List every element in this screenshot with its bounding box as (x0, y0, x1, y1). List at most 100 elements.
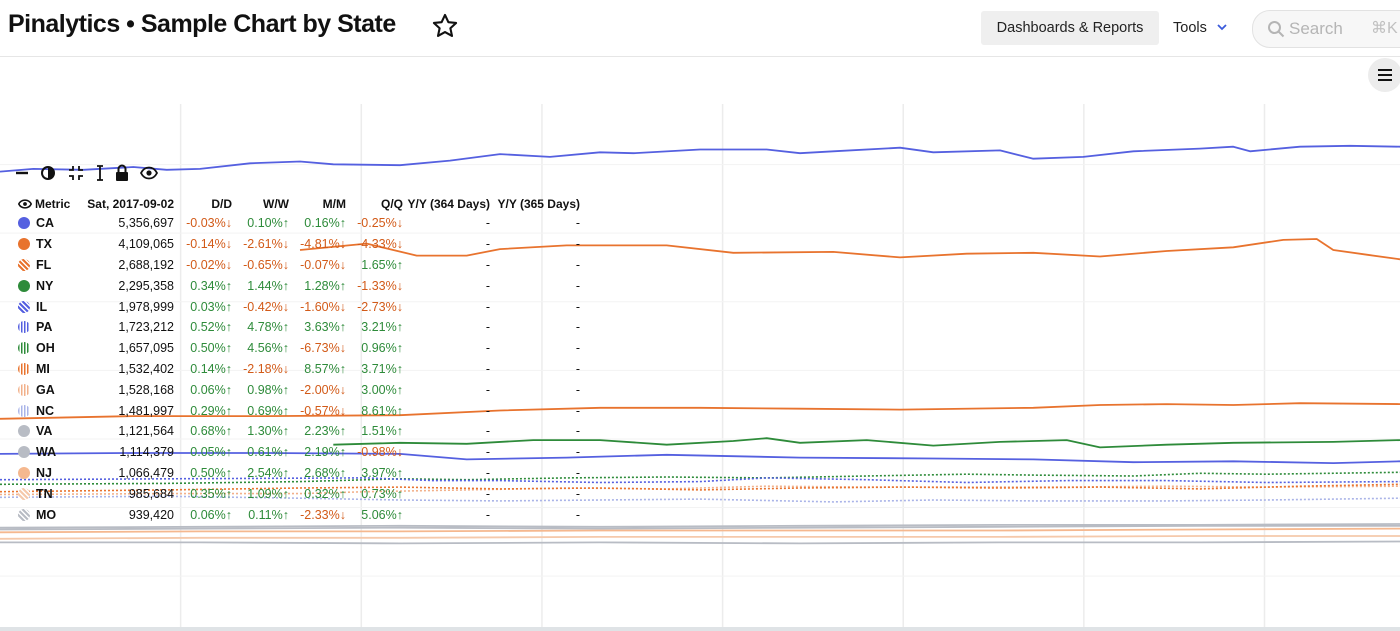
legend-row[interactable]: VA 1,121,564 0.68%↑ 1.30%↑ 2.23%↑ 1.51%↑ - - (18, 421, 580, 442)
arrow-up-icon: ↑ (396, 507, 403, 522)
metric-value: 1,066,479 (118, 465, 174, 480)
series-line-ga[interactable] (0, 485, 1400, 496)
series-swatch[interactable] (18, 404, 30, 417)
legend-metric: TX (18, 234, 82, 255)
ww-change: 0.10%↑ (232, 213, 289, 234)
search-placeholder: Search (1289, 19, 1343, 38)
yy364-change: - (485, 278, 490, 293)
metric-value: 939,420 (128, 507, 174, 522)
dashboards-reports-button[interactable]: Dashboards & Reports (981, 11, 1159, 45)
series-line-nc[interactable] (0, 495, 1400, 503)
arrow-down-icon: ↓ (339, 341, 346, 356)
series-swatch[interactable] (18, 279, 30, 292)
legend-row[interactable]: TN 985,684 0.35%↑ 1.09%↑ 0.32%↑ 0.73%↑ - - (18, 483, 580, 504)
chart-menu-button[interactable] (1368, 58, 1400, 92)
minimize-icon[interactable] (14, 163, 32, 183)
legend-table: Metric Sat, 2017-09-02 D/D W/W M/M Q/Q Y… (17, 194, 580, 525)
series-line-nj[interactable] (0, 527, 1400, 534)
qq-change-value: 5.06% (361, 507, 397, 522)
series-swatch[interactable] (18, 383, 30, 396)
series-line-ca[interactable] (0, 144, 1400, 173)
dd-change-value: 0.06% (190, 507, 226, 522)
ww-change: -2.61%↓ (232, 234, 289, 255)
mm-change: -0.07%↓ (289, 255, 346, 276)
series-line-mo[interactable] (0, 540, 1400, 545)
series-line-oh[interactable] (0, 471, 1400, 486)
star-icon[interactable] (431, 12, 459, 40)
series-line-fl[interactable] (0, 402, 1400, 420)
mm-change: 8.57%↑ (289, 359, 346, 380)
eye-icon[interactable] (140, 163, 158, 183)
qq-change: 0.96%↑ (346, 338, 403, 359)
series-swatch[interactable] (18, 425, 30, 438)
legend-metric: TN (18, 483, 82, 504)
collapse-icon[interactable] (67, 163, 85, 183)
arrow-up-icon: ↑ (339, 445, 346, 460)
qq-change: 5.06%↑ (346, 504, 403, 525)
mm-change-value: 0.32% (304, 486, 340, 501)
dd-change: -0.14%↓ (174, 234, 232, 255)
series-swatch[interactable] (18, 466, 30, 479)
text-cursor-icon[interactable] (92, 163, 110, 183)
legend-row[interactable]: TX 4,109,065 -0.14%↓ -2.61%↓ -4.81%↓ -4.33%↓ -… (18, 234, 580, 255)
series-swatch[interactable] (18, 321, 30, 334)
legend-row[interactable]: FL 2,688,192 -0.02%↓ -0.65%↓ -0.07%↓ 1.65%↑ - - (18, 255, 580, 276)
qq-change-value: -0.98% (357, 445, 397, 460)
yy364-change: - (485, 237, 490, 252)
dd-change: 0.05%↑ (174, 442, 232, 463)
legend-row[interactable]: IL 1,978,999 0.03%↑ -0.42%↓ -1.60%↓ -2.73%↓ - - (18, 296, 580, 317)
lock-icon[interactable] (114, 163, 132, 183)
qq-change-value: 3.21% (361, 320, 397, 335)
ww-change: -0.42%↓ (232, 296, 289, 317)
series-line-tn[interactable] (0, 535, 1400, 540)
series-line-mi[interactable] (0, 483, 1400, 493)
mm-change-value: -4.81% (300, 237, 340, 252)
legend-row[interactable]: NC 1,481,997 0.29%↑ 0.69%↑ -0.57%↓ 8.61%↑ - - (18, 400, 580, 421)
yy365-change: - (575, 424, 580, 439)
series-swatch[interactable] (18, 342, 30, 355)
series-line-wa[interactable] (0, 524, 1400, 531)
mm-change-value: -2.00% (300, 382, 340, 397)
series-swatch[interactable] (18, 446, 30, 459)
legend-row[interactable]: MO 939,420 0.06%↑ 0.11%↑ -2.33%↓ 5.06%↑ - - (18, 504, 580, 525)
arrow-up-icon: ↑ (282, 465, 289, 480)
date-header: Sat, 2017-09-02 (87, 196, 174, 211)
mm-change: -0.57%↓ (289, 400, 346, 421)
legend-row[interactable]: NY 2,295,358 0.34%↑ 1.44%↑ 1.28%↑ -1.33%↓ - - (18, 275, 580, 296)
series-swatch[interactable] (18, 217, 30, 230)
legend-row[interactable]: CA 5,356,697 -0.03%↓ 0.10%↑ 0.16%↑ -0.25%↓ - - (18, 213, 580, 234)
legend-row[interactable]: NJ 1,066,479 0.50%↑ 2.54%↑ 2.68%↑ 3.97%↑ - - (18, 463, 580, 484)
ww-change-value: -0.65% (243, 257, 283, 272)
legend-metric: WA (18, 442, 82, 463)
tools-menu[interactable]: Tools (1173, 11, 1227, 45)
metric-value: 1,528,168 (118, 382, 174, 397)
series-line-il[interactable] (0, 452, 1400, 465)
search-box[interactable]: Search ⌘K (1252, 10, 1400, 48)
series-line-pa[interactable] (0, 477, 1400, 484)
series-swatch[interactable] (18, 508, 30, 521)
series-line-ny[interactable] (333, 437, 1400, 449)
series-line-va[interactable] (0, 523, 1400, 529)
contrast-icon[interactable] (40, 163, 58, 183)
arrow-up-icon: ↑ (225, 382, 232, 397)
series-swatch[interactable] (18, 487, 30, 500)
legend-row[interactable]: PA 1,723,212 0.52%↑ 4.78%↑ 3.63%↑ 3.21%↑ - - (18, 317, 580, 338)
legend-row[interactable]: OH 1,657,095 0.50%↑ 4.56%↑ -6.73%↓ 0.96%↑ - - (18, 338, 580, 359)
dd-change: -0.02%↓ (174, 255, 232, 276)
series-swatch[interactable] (18, 362, 30, 375)
dd-change: 0.50%↑ (174, 338, 232, 359)
series-line-tx[interactable] (299, 238, 1400, 261)
yy364-change: - (485, 361, 490, 376)
legend-row[interactable]: GA 1,528,168 0.06%↑ 0.98%↑ -2.00%↓ 3.00%↑ - - (18, 379, 580, 400)
series-swatch[interactable] (18, 238, 30, 251)
series-swatch[interactable] (18, 300, 30, 313)
legend-row[interactable]: WA 1,114,379 0.05%↑ 0.61%↑ 2.19%↑ -0.98%↓ - - (18, 442, 580, 463)
state-label: IL (36, 299, 48, 314)
legend-metric: IL (18, 296, 82, 317)
eye-icon[interactable] (17, 198, 33, 209)
dd-change-value: 0.34% (190, 278, 226, 293)
ww-change-value: 1.44% (247, 278, 283, 293)
legend-row[interactable]: MI 1,532,402 0.14%↑ -2.18%↓ 8.57%↑ 3.71%↑ - - (18, 359, 580, 380)
series-swatch[interactable] (18, 258, 30, 271)
mm-change: -6.73%↓ (289, 338, 346, 359)
